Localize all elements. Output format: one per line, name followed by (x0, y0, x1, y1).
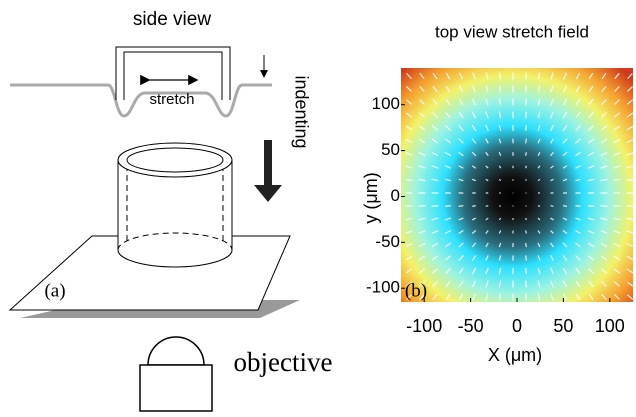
y-tick-label: 50 (381, 140, 400, 159)
vector (459, 206, 464, 207)
vector (526, 206, 527, 207)
vector (526, 243, 527, 247)
vector (486, 206, 489, 207)
y-tick-label: -100 (366, 278, 400, 297)
objective-lens (148, 337, 204, 365)
vector (526, 281, 527, 288)
page: {"panel_a": {"side_view_title": "side vi… (0, 0, 636, 412)
indenting-label: indenting (291, 75, 311, 148)
x-tick-label: -50 (458, 316, 484, 336)
x-axis-label: X (μm) (488, 345, 542, 365)
vector (526, 86, 527, 93)
vector (526, 152, 527, 156)
vector (601, 206, 608, 207)
x-tick-label: 50 (553, 316, 573, 336)
vector (445, 206, 451, 207)
figure: side view stretch indenting (a) objectiv… (0, 0, 636, 412)
vector (432, 206, 439, 207)
vector (526, 166, 527, 168)
objective-label: objective (234, 347, 333, 377)
vector (406, 206, 413, 207)
y-tick-label: 100 (372, 94, 400, 113)
panel-a: side view stretch indenting (a) objectiv… (10, 9, 332, 411)
membrane-profile (10, 85, 272, 116)
x-tick-label: -100 (406, 316, 442, 336)
x-tick-label: 100 (595, 316, 625, 336)
objective-body (140, 365, 212, 411)
vector (472, 206, 476, 207)
vector (526, 73, 527, 80)
vector (575, 206, 580, 207)
vector (526, 112, 527, 119)
vector (526, 99, 527, 106)
side-view-title: side view (133, 9, 211, 30)
vector (419, 206, 426, 207)
vector (526, 179, 527, 180)
y-tick-label: -50 (375, 232, 400, 251)
vector (627, 206, 634, 207)
vector (563, 206, 567, 207)
panel-a-label: (a) (44, 280, 65, 301)
vector (614, 206, 621, 207)
vector (538, 206, 540, 207)
vector (526, 139, 527, 144)
vector (526, 268, 527, 274)
big-arrow (254, 140, 282, 202)
vector (551, 206, 554, 207)
vector (526, 294, 527, 301)
y-tick-label: 0 (391, 186, 400, 205)
stretch-label: stretch (149, 91, 194, 108)
vector (526, 231, 527, 234)
vector (526, 125, 527, 131)
vector (499, 206, 500, 207)
vector (526, 255, 527, 260)
vector (526, 218, 527, 220)
y-axis-label: y (μm) (361, 172, 381, 223)
panel-b: top view stretch field (b) X (μm) y (μm)… (361, 22, 634, 364)
x-tick-label: 0 (512, 316, 522, 336)
vector (588, 206, 594, 207)
panel-b-title: top view stretch field (435, 22, 589, 41)
